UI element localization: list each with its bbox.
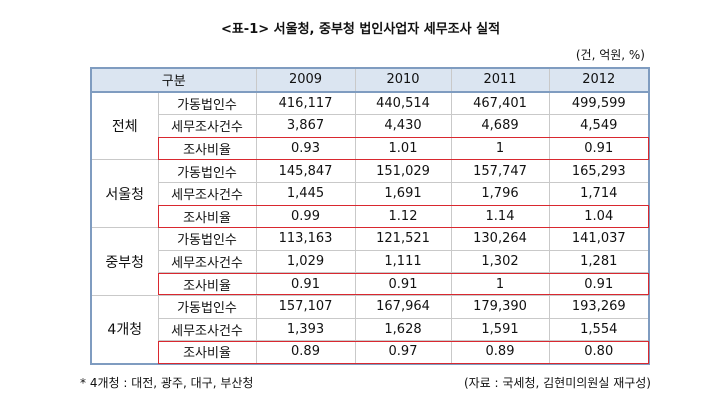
header-cell: 2011 bbox=[450, 67, 550, 93]
table-row: 조사비율 0.93 1.01 1 0.91 bbox=[91, 136, 650, 161]
value-cell: 1,796 bbox=[450, 181, 550, 206]
table-row: 조사비율 0.99 1.12 1.14 1.04 bbox=[91, 204, 650, 229]
value-cell: 113,163 bbox=[255, 227, 356, 251]
header-cell: 2010 bbox=[354, 67, 452, 93]
header-cell: 2012 bbox=[548, 67, 650, 93]
value-cell: 4,689 bbox=[450, 114, 550, 138]
value-cell: 0.93 bbox=[255, 136, 356, 161]
table-row: 조사비율 0.91 0.91 1 0.91 bbox=[91, 272, 650, 296]
value-cell: 1.01 bbox=[354, 136, 452, 161]
value-cell: 0.91 bbox=[548, 136, 650, 161]
value-cell: 1,554 bbox=[548, 317, 650, 342]
value-cell: 179,390 bbox=[450, 294, 550, 319]
value-cell: 121,521 bbox=[354, 227, 452, 251]
row-label: 조사비율 bbox=[157, 340, 257, 365]
row-label: 세무조사건수 bbox=[157, 114, 257, 138]
value-cell: 157,107 bbox=[255, 294, 356, 319]
header-cell: 2009 bbox=[255, 67, 356, 93]
value-cell: 0.80 bbox=[548, 340, 650, 365]
value-cell: 1.12 bbox=[354, 204, 452, 229]
table-row: 전체 가동법인수 416,117 440,514 467,401 499,599 bbox=[90, 91, 650, 161]
value-cell: 1,029 bbox=[255, 249, 356, 274]
value-cell: 145,847 bbox=[255, 159, 356, 183]
value-cell: 0.91 bbox=[354, 272, 452, 296]
value-cell: 1,302 bbox=[450, 249, 550, 274]
unit-label: (건, 억원, %) bbox=[575, 48, 645, 62]
value-cell: 167,964 bbox=[354, 294, 452, 319]
row-label: 가동법인수 bbox=[157, 91, 257, 116]
header-row: 구분 2009 2010 2011 2012 bbox=[90, 67, 650, 93]
row-label: 세무조사건수 bbox=[157, 317, 257, 342]
value-cell: 130,264 bbox=[450, 227, 550, 251]
group-cell: 4개청 bbox=[90, 294, 159, 365]
table-row: 세무조사건수 3,867 4,430 4,689 4,549 bbox=[91, 114, 650, 138]
value-cell: 141,037 bbox=[548, 227, 650, 251]
table-row: 조사비율 0.89 0.97 0.89 0.80 bbox=[91, 340, 650, 365]
value-cell: 151,029 bbox=[354, 159, 452, 183]
value-cell: 157,747 bbox=[450, 159, 550, 183]
data-table: 구분 2009 2010 2011 2012 전체 가동법인수 416,117 440,514 4… bbox=[90, 67, 651, 365]
row-label: 가동법인수 bbox=[157, 294, 257, 319]
row-label: 조사비율 bbox=[157, 204, 257, 229]
table-row: 세무조사건수 1,029 1,111 1,302 1,281 bbox=[91, 249, 650, 274]
value-cell: 4,549 bbox=[548, 114, 650, 138]
value-cell: 1,628 bbox=[354, 317, 452, 342]
value-cell: 0.89 bbox=[255, 340, 356, 365]
table-body: 구분 2009 2010 2011 2012 전체 가동법인수 416,117 440,514 4… bbox=[90, 67, 650, 365]
value-cell: 0.91 bbox=[548, 272, 650, 296]
value-cell: 1.14 bbox=[450, 204, 550, 229]
value-cell: 1,714 bbox=[548, 181, 650, 206]
header-cell: 구분 bbox=[90, 67, 257, 93]
row-label: 가동법인수 bbox=[157, 227, 257, 251]
value-cell: 1,691 bbox=[354, 181, 452, 206]
value-cell: 1,393 bbox=[255, 317, 356, 342]
group-cell: 서울청 bbox=[90, 159, 159, 229]
table-row: 중부청 가동법인수 113,163 121,521 130,264 141,037 bbox=[90, 227, 650, 296]
value-cell: 440,514 bbox=[354, 91, 452, 116]
value-cell: 3,867 bbox=[255, 114, 356, 138]
value-cell: 1.04 bbox=[548, 204, 650, 229]
source-note: (자료 : 국세청, 김현미의원실 재구성) bbox=[463, 376, 651, 390]
row-label: 조사비율 bbox=[157, 272, 257, 296]
table-row: 세무조사건수 1,445 1,691 1,796 1,714 bbox=[91, 181, 650, 206]
value-cell: 499,599 bbox=[548, 91, 650, 116]
value-cell: 4,430 bbox=[354, 114, 452, 138]
value-cell: 1,445 bbox=[255, 181, 356, 206]
value-cell: 416,117 bbox=[255, 91, 356, 116]
value-cell: 165,293 bbox=[548, 159, 650, 183]
value-cell: 1,111 bbox=[354, 249, 452, 274]
value-cell: 1,281 bbox=[548, 249, 650, 274]
row-label: 세무조사건수 bbox=[157, 249, 257, 274]
value-cell: 1 bbox=[450, 136, 550, 161]
group-cell: 중부청 bbox=[90, 227, 159, 296]
row-label: 조사비율 bbox=[157, 136, 257, 161]
value-cell: 0.99 bbox=[255, 204, 356, 229]
group-cell: 전체 bbox=[90, 91, 159, 161]
value-cell: 0.91 bbox=[255, 272, 356, 296]
table-row: 서울청 가동법인수 145,847 151,029 157,747 165,293 bbox=[90, 159, 650, 229]
value-cell: 0.97 bbox=[354, 340, 452, 365]
value-cell: 1 bbox=[450, 272, 550, 296]
row-label: 세무조사건수 bbox=[157, 181, 257, 206]
footnote: * 4개청 : 대전, 광주, 대구, 부산청 bbox=[80, 376, 254, 390]
table-row: 세무조사건수 1,393 1,628 1,591 1,554 bbox=[91, 317, 650, 342]
value-cell: 193,269 bbox=[548, 294, 650, 319]
value-cell: 1,591 bbox=[450, 317, 550, 342]
table-title: <표-1> 서울청, 중부청 법인사업자 세무조사 실적 bbox=[220, 22, 501, 37]
row-label: 가동법인수 bbox=[157, 159, 257, 183]
value-cell: 0.89 bbox=[450, 340, 550, 365]
value-cell: 467,401 bbox=[450, 91, 550, 116]
table-row: 4개청 가동법인수 157,107 167,964 179,390 193,269 bbox=[90, 294, 650, 365]
